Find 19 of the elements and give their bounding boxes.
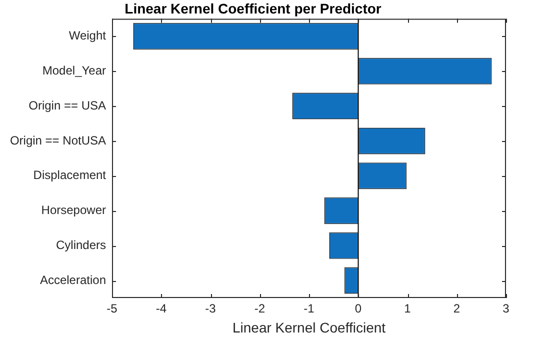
y-tick-label: Origin == USA [28,98,106,112]
x-tick-label: 0 [354,302,362,316]
x-tick-label: -3 [205,302,216,316]
y-tick-label: Horsepower [41,203,106,218]
y-tick-label: Model_Year [42,63,106,78]
chart-title: Linear Kernel Coefficient per Predictor [124,0,382,16]
x-tick-label: -1 [304,302,315,316]
y-tick-label: Displacement [33,168,107,182]
y-tick-label: Acceleration [40,272,106,287]
x-tick-label: -4 [156,302,167,316]
x-tick-label: -2 [254,302,266,316]
x-tick-label: 3 [502,302,510,316]
x-tick-label: 2 [453,302,460,316]
y-tick-label: Origin == NotUSA [10,133,106,148]
x-axis-title: Linear Kernel Coefficient [232,319,386,336]
x-tick-label: -5 [106,302,118,316]
x-tick-label: 1 [404,302,412,316]
y-tick-label: Weight [68,28,107,43]
y-tick-label: Cylinders [56,238,106,252]
